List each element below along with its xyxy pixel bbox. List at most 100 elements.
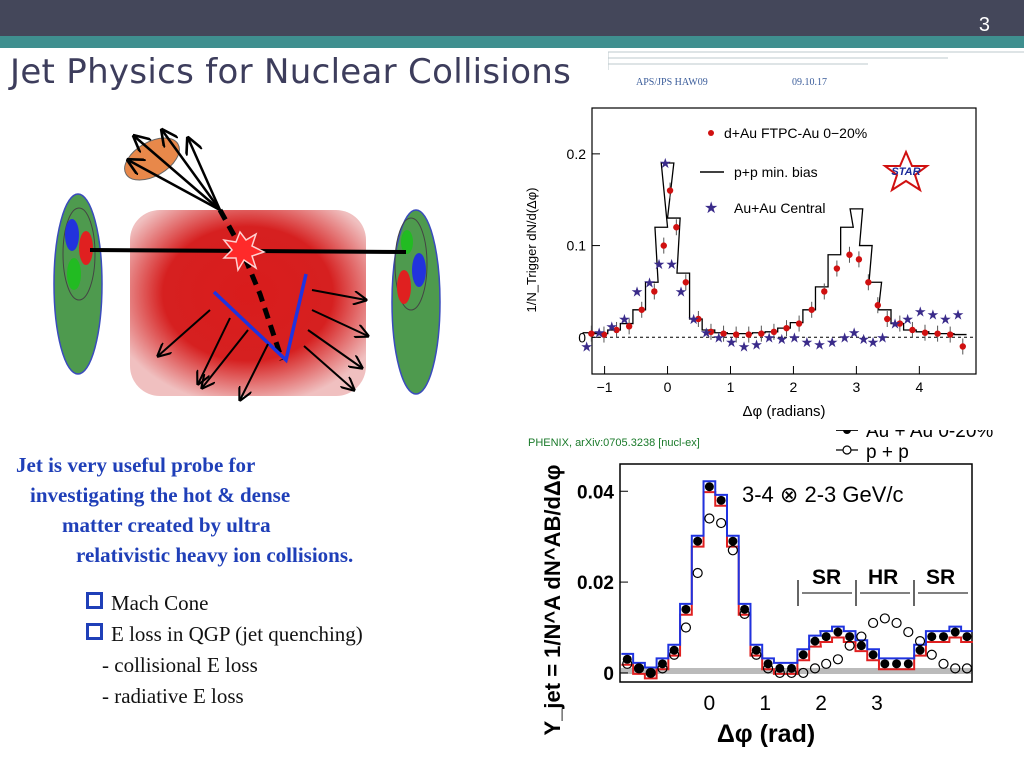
data-point-auau: ★	[687, 311, 700, 327]
lead-line: relativistic heavy ion collisions.	[76, 543, 354, 567]
data-point-pp	[856, 631, 867, 642]
region-label: SR	[812, 566, 841, 589]
data-point-pp	[832, 654, 844, 665]
data-point-pp	[950, 663, 961, 674]
data-point-auau	[892, 659, 902, 669]
data-point-auau: ★	[813, 337, 826, 353]
lead-text: Jet is very useful probe for investigati…	[14, 450, 504, 570]
data-point-dau	[833, 265, 841, 272]
x-tick-label: 0	[704, 692, 716, 715]
data-point-pp	[774, 667, 785, 679]
sub-item: - collisional E loss	[102, 653, 258, 677]
sub-item: - radiative E loss	[102, 684, 244, 708]
y-tick-label: 0.2	[567, 146, 587, 162]
data-point-auau: ★	[665, 256, 678, 272]
data-point-auau: ★	[889, 316, 902, 332]
data-point-dau	[934, 330, 941, 337]
jet-collision-diagram	[53, 124, 441, 404]
data-point-auau	[728, 536, 738, 546]
data-point-auau: ★	[801, 334, 814, 350]
data-point-auau	[915, 645, 925, 655]
svg-text:STAR: STAR	[891, 166, 920, 178]
bullet-list: Mach Cone E loss in QGP (jet quenching) …	[86, 588, 363, 712]
x-axis-label: Δφ (rad)	[717, 720, 815, 748]
kinematic-label: 3-4 ⊗ 2-3 GeV/c	[742, 482, 904, 507]
slide-title: Jet Physics for Nuclear Collisions	[10, 52, 572, 92]
systematic-band-upper	[621, 480, 973, 669]
data-point-dau	[808, 306, 815, 313]
square-bullet-icon	[86, 592, 103, 609]
y-tick-label: 0	[578, 329, 586, 345]
lead-line: matter created by ultra	[62, 513, 271, 537]
data-point-auau	[634, 663, 644, 673]
data-point-dau	[651, 288, 658, 295]
data-point-pp	[680, 622, 692, 633]
x-tick-label: 4	[915, 379, 923, 395]
data-point-dau	[783, 324, 790, 332]
x-tick-label: 1	[759, 692, 771, 715]
data-point-auau	[716, 495, 726, 505]
data-point-pp	[879, 613, 890, 624]
data-point-dau	[896, 320, 904, 327]
data-point-auau: ★	[927, 306, 940, 322]
data-point-pp	[692, 567, 703, 579]
data-point-dau	[707, 328, 715, 336]
star-logo-icon: STAR	[882, 149, 930, 193]
data-point-auau	[856, 641, 866, 651]
data-point-dau	[855, 256, 863, 263]
phenix-jet-yield-chart: PHENIX, arXiv:0705.3238 [nucl-ex] Au + A…	[528, 430, 993, 748]
data-point-auau	[646, 668, 656, 678]
data-point-auau	[833, 627, 843, 637]
data-point-auau: ★	[867, 334, 880, 350]
data-point-auau: ★	[643, 274, 656, 290]
data-point-auau: ★	[838, 329, 851, 345]
data-point-auau	[693, 536, 703, 546]
data-point-pp	[903, 626, 914, 638]
data-point-auau: ★	[952, 306, 965, 322]
data-point-auau: ★	[675, 283, 688, 299]
left-nucleus	[53, 193, 103, 375]
bullet-item: Mach Cone	[86, 588, 363, 619]
data-point-pp	[739, 608, 750, 619]
data-point-dau	[846, 251, 853, 258]
lead-line: investigating the hot & dense	[30, 483, 291, 507]
data-point-pp	[751, 649, 762, 660]
y-axis-label: Y_jet = 1/N^A dN^AB/dΔφ	[540, 465, 565, 736]
data-point-auau: ★	[788, 329, 801, 345]
data-point-dau	[874, 302, 881, 309]
footer-conference: APS/JPS HAW09	[636, 77, 708, 88]
data-point-auau	[880, 659, 890, 669]
y-tick-label: 0	[603, 664, 614, 685]
jet-cone	[124, 137, 180, 181]
data-point-auau	[903, 659, 913, 669]
x-tick-label: 2	[815, 692, 827, 715]
data-point-auau: ★	[738, 338, 751, 354]
legend-star-marker: ★	[704, 200, 718, 217]
x-tick-label: 3	[852, 379, 860, 395]
data-point-auau: ★	[700, 325, 713, 341]
x-tick-label: 0	[664, 379, 672, 395]
region-label: SR	[926, 566, 955, 589]
legend-entry: d+Au FTPC-Au 0−20%	[724, 125, 867, 141]
bullet-item: E loss in QGP (jet quenching)	[86, 619, 363, 650]
data-point-dau	[821, 288, 828, 295]
x-tick-label: 3	[871, 692, 883, 715]
data-point-auau: ★	[848, 325, 861, 341]
data-point-dau	[695, 315, 702, 323]
data-point-dau	[795, 320, 803, 327]
data-point-dau	[758, 330, 765, 337]
data-point-auau: ★	[914, 304, 927, 320]
data-point-pp	[633, 663, 645, 674]
data-point-auau	[704, 482, 714, 492]
x-tick-label: 2	[790, 379, 798, 395]
legend: Au + Au 0-20% p + p	[836, 430, 993, 463]
data-point-auau	[927, 632, 937, 642]
data-point-auau: ★	[939, 311, 952, 327]
data-point-dau	[946, 331, 954, 338]
data-point-auau: ★	[606, 318, 619, 334]
data-point-auau: ★	[713, 329, 726, 345]
data-point-pp	[821, 658, 832, 669]
y-tick-label: 0.1	[567, 238, 587, 254]
data-point-dau	[638, 306, 645, 313]
data-point-pp	[669, 649, 680, 660]
